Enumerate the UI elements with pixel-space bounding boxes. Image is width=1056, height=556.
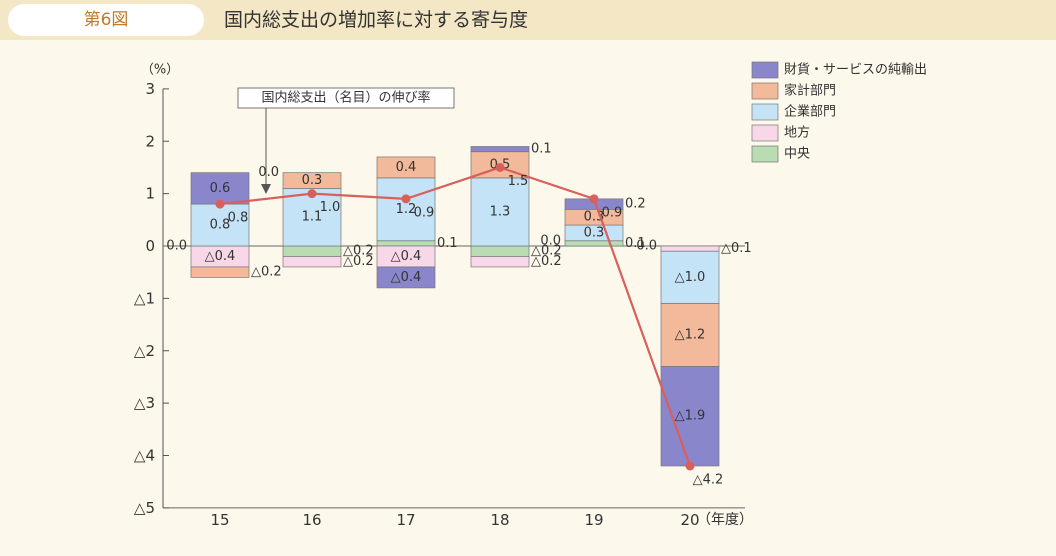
legend-swatch	[751, 103, 779, 121]
x-tick-label: 17	[396, 511, 415, 529]
bar-value-label: △0.4	[391, 249, 422, 264]
bar-segment	[376, 266, 436, 289]
y-tick-label: △2	[134, 342, 155, 360]
bar-value-label: 0.2	[625, 197, 646, 212]
growth-rate-point	[495, 162, 505, 172]
growth-rate-label: 1.5	[508, 174, 529, 189]
line-annotation-box	[237, 87, 455, 109]
bar-value-label: 0.4	[396, 160, 417, 175]
growth-rate-label: 0.9	[414, 205, 435, 220]
x-tick-label: 19	[584, 511, 603, 529]
bar-value-label: △0.2	[251, 265, 282, 280]
y-tick-label: 0	[145, 237, 155, 255]
y-tick-label: △3	[134, 394, 155, 412]
growth-rate-label: 0.8	[228, 211, 249, 226]
growth-rate-point	[215, 199, 225, 209]
bar-value-label: 0.1	[531, 142, 552, 157]
y-tick-label: 3	[145, 80, 155, 98]
chart-area: 3 2 1 0 △1 △2 △3 △4 △5 （%） 0.0 △0.4 0.8 △0.2 0.6 15 △0.2…	[134, 61, 927, 530]
bar-value-label: △1.0	[675, 270, 706, 285]
bar-segment	[282, 245, 342, 257]
bar-segment	[470, 146, 530, 153]
bar-segment	[282, 256, 342, 268]
bar-segment	[470, 256, 530, 268]
legend-swatch	[751, 124, 779, 142]
bar-value-label: 0.0	[258, 165, 279, 180]
y-tick-label: 2	[145, 132, 155, 150]
growth-rate-point	[589, 194, 599, 204]
legend-swatch	[751, 61, 779, 79]
x-tick-label: 18	[490, 511, 509, 529]
bar-value-label: △0.2	[531, 254, 562, 269]
bar-segment	[376, 240, 436, 247]
x-tick-label: 15	[210, 511, 229, 529]
bar-value-label: △1.2	[675, 328, 706, 343]
growth-rate-label: 1.0	[320, 200, 341, 215]
line-annotation-text: 国内総支出（名目）の伸び率	[261, 90, 430, 106]
bar-segment	[564, 240, 624, 247]
bar-value-label: 0.3	[584, 225, 605, 240]
bar-value-label: △0.2	[343, 254, 374, 269]
bar-segment	[660, 303, 720, 367]
growth-rate-label: △4.2	[693, 472, 724, 487]
bar-value-label: 0.1	[625, 236, 646, 251]
growth-rate-point	[307, 189, 317, 199]
bar-value-label: 1.2	[396, 202, 417, 217]
legend-label: 地方	[784, 125, 810, 141]
y-tick-label: △5	[134, 499, 155, 517]
bar-segment	[470, 245, 530, 257]
bar-value-label: 1.3	[490, 204, 511, 219]
bar-value-label: 0.0	[166, 239, 187, 254]
legend-label: 家計部門	[784, 83, 836, 99]
bar-segment	[660, 245, 720, 252]
legend-label: 中央	[784, 147, 810, 162]
bar-value-label: 0.0	[636, 239, 657, 254]
bar-value-label: △0.1	[721, 241, 752, 256]
bar-value-label: 0.1	[437, 236, 458, 251]
x-tick-label: 20	[680, 511, 699, 529]
y-axis-unit: （%）	[141, 63, 179, 78]
y-tick-label: 1	[145, 185, 155, 203]
bar-segment	[282, 172, 342, 189]
growth-rate-point	[685, 461, 695, 471]
bar-value-label: △0.2	[343, 244, 374, 259]
bar-value-label: 0.6	[210, 181, 231, 196]
bar-value-label: △0.4	[391, 270, 422, 285]
bar-segment	[190, 172, 250, 205]
bar-value-label: 0.0	[540, 233, 561, 248]
x-tick-label: 16	[302, 511, 321, 529]
bar-segment	[190, 203, 250, 247]
header-bar: 第6図 国内総支出の増加率に対する寄与度	[0, 0, 1056, 40]
bar-value-label: 0.3	[302, 173, 323, 188]
figure-label: 第6図	[8, 4, 204, 36]
y-tick-label: △1	[134, 289, 155, 307]
bar-value-label: 1.1	[302, 210, 323, 225]
growth-rate-label: 0.9	[602, 205, 623, 220]
bar-segment	[470, 177, 530, 247]
y-tick-label: △4	[134, 447, 155, 465]
bar-segment	[376, 156, 436, 179]
growth-rate-point	[401, 194, 411, 204]
legend-label: 企業部門	[784, 104, 836, 120]
bar-value-label: △0.4	[205, 249, 236, 264]
bar-segment	[190, 266, 250, 278]
legend-swatch	[751, 82, 779, 100]
bar-value-label: △0.2	[531, 244, 562, 259]
legend-label: 財貨・サービスの純輸出	[784, 62, 927, 78]
chart-title: 国内総支出の増加率に対する寄与度	[224, 9, 529, 31]
bar-segment	[660, 366, 720, 467]
bar-segment	[660, 250, 720, 304]
line-annotation-arrowhead	[261, 184, 271, 194]
legend-swatch	[751, 145, 779, 163]
bar-segment	[376, 177, 436, 242]
bar-value-label: 0.8	[210, 218, 231, 233]
bar-value-label: △1.9	[675, 409, 706, 424]
growth-rate-line	[219, 166, 692, 467]
x-axis-unit: （年度）	[697, 512, 753, 528]
